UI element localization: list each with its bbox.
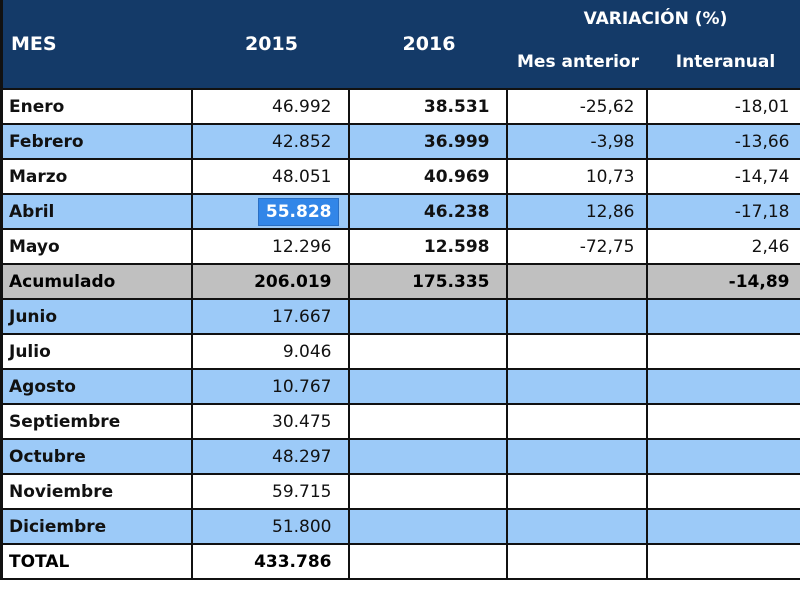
var-interanual-cell[interactable]: 2,46	[645, 228, 800, 265]
month-cell[interactable]: Junio	[0, 298, 193, 335]
value-2016-cell[interactable]	[347, 543, 508, 580]
header-variacion: VARIACIÓN (%)	[583, 9, 728, 29]
value-2016-cell[interactable]	[347, 438, 508, 475]
selected-cell-highlight[interactable]: 55.828	[257, 197, 339, 226]
value-2016-cell[interactable]	[347, 368, 508, 405]
value-2016-cell[interactable]: 12.598	[347, 228, 508, 265]
var-interanual-cell[interactable]: -17,18	[645, 193, 800, 230]
var-interanual-cell[interactable]	[645, 403, 800, 440]
var-mes-anterior-cell[interactable]: -72,75	[505, 228, 648, 265]
month-cell[interactable]: Agosto	[0, 368, 193, 405]
value-2016-cell[interactable]	[347, 508, 508, 545]
table-row-enero: Enero 46.992 38.531 -25,62 -18,01	[0, 88, 800, 125]
value-2016-cell[interactable]	[347, 473, 508, 510]
var-mes-anterior-cell[interactable]: -25,62	[505, 88, 648, 125]
value-2016-cell[interactable]	[347, 298, 508, 335]
value-2015-cell[interactable]: 48.051	[190, 158, 350, 195]
table-row-agosto: Agosto 10.767	[0, 368, 800, 405]
var-mes-anterior-cell[interactable]	[505, 298, 648, 335]
var-mes-anterior-cell[interactable]	[505, 543, 648, 580]
month-cell[interactable]: Diciembre	[0, 508, 193, 545]
month-cell[interactable]: Julio	[0, 333, 193, 370]
value-2016-cell[interactable]	[347, 403, 508, 440]
value-2015-cell[interactable]: 433.786	[190, 543, 350, 580]
value-2015-cell[interactable]: 51.800	[190, 508, 350, 545]
table-header: MES 2015 2016 VARIACIÓN (%) Mes anterior…	[0, 0, 800, 88]
table-row-febrero: Febrero 42.852 36.999 -3,98 -13,66	[0, 123, 800, 160]
value-2015-cell[interactable]: 30.475	[190, 403, 350, 440]
table-row-total: TOTAL 433.786	[0, 543, 800, 580]
var-mes-anterior-cell[interactable]	[505, 333, 648, 370]
var-interanual-cell[interactable]	[645, 508, 800, 545]
var-interanual-cell[interactable]	[645, 298, 800, 335]
header-2016: 2016	[402, 33, 456, 55]
value-2016-cell[interactable]: 36.999	[347, 123, 508, 160]
var-interanual-cell[interactable]: -13,66	[645, 123, 800, 160]
var-mes-anterior-cell[interactable]	[505, 368, 648, 405]
table-row-noviembre: Noviembre 59.715	[0, 473, 800, 510]
header-2015: 2015	[245, 33, 298, 55]
var-mes-anterior-cell[interactable]: 10,73	[505, 158, 648, 195]
month-cell[interactable]: Septiembre	[0, 403, 193, 440]
month-cell[interactable]: Mayo	[0, 228, 193, 265]
value-2015-cell[interactable]: 46.992	[190, 88, 350, 125]
table-row-diciembre: Diciembre 51.800	[0, 508, 800, 545]
value-2015-cell[interactable]: 17.667	[190, 298, 350, 335]
value-2016-cell[interactable]: 175.335	[347, 263, 508, 300]
table-row-septiembre: Septiembre 30.475	[0, 403, 800, 440]
var-mes-anterior-cell[interactable]	[505, 403, 648, 440]
value-2016-cell[interactable]: 38.531	[347, 88, 508, 125]
var-interanual-cell[interactable]	[645, 333, 800, 370]
var-interanual-cell[interactable]	[645, 368, 800, 405]
var-mes-anterior-cell[interactable]	[505, 263, 648, 300]
value-2015-cell[interactable]: 9.046	[190, 333, 350, 370]
table-row-abril: Abril 55.828 46.238 12,86 -17,18	[0, 193, 800, 230]
var-interanual-cell[interactable]	[645, 543, 800, 580]
var-interanual-cell[interactable]: -14,74	[645, 158, 800, 195]
value-2015-cell[interactable]: 206.019	[190, 263, 350, 300]
var-interanual-cell[interactable]: -18,01	[645, 88, 800, 125]
value-2015-cell[interactable]: 10.767	[190, 368, 350, 405]
table-row-acumulado: Acumulado 206.019 175.335 -14,89	[0, 263, 800, 300]
total-label-cell[interactable]: TOTAL	[0, 543, 193, 580]
table-row-julio: Julio 9.046	[0, 333, 800, 370]
value-2015-cell-selected[interactable]: 55.828	[190, 193, 350, 230]
var-interanual-cell[interactable]	[645, 438, 800, 475]
summary-label-cell[interactable]: Acumulado	[0, 263, 193, 300]
month-cell[interactable]: Noviembre	[0, 473, 193, 510]
value-2016-cell[interactable]	[347, 333, 508, 370]
header-mes-anterior: Mes anterior	[517, 52, 639, 72]
data-grid: Enero 46.992 38.531 -25,62 -18,01 Febrer…	[0, 88, 800, 580]
table-row-junio: Junio 17.667	[0, 298, 800, 335]
var-mes-anterior-cell[interactable]	[505, 508, 648, 545]
month-cell[interactable]: Octubre	[0, 438, 193, 475]
month-cell[interactable]: Marzo	[0, 158, 193, 195]
table-row-marzo: Marzo 48.051 40.969 10,73 -14,74	[0, 158, 800, 195]
var-interanual-cell[interactable]: -14,89	[645, 263, 800, 300]
table-row-mayo: Mayo 12.296 12.598 -72,75 2,46	[0, 228, 800, 265]
month-cell[interactable]: Febrero	[0, 123, 193, 160]
var-interanual-cell[interactable]	[645, 473, 800, 510]
var-mes-anterior-cell[interactable]: -3,98	[505, 123, 648, 160]
value-2015-cell[interactable]: 12.296	[190, 228, 350, 265]
header-interanual: Interanual	[675, 52, 776, 72]
var-mes-anterior-cell[interactable]: 12,86	[505, 193, 648, 230]
table-row-octubre: Octubre 48.297	[0, 438, 800, 475]
value-2016-cell[interactable]: 46.238	[347, 193, 508, 230]
month-cell[interactable]: Abril	[0, 193, 193, 230]
header-mes: MES	[11, 33, 57, 55]
month-cell[interactable]: Enero	[0, 88, 193, 125]
value-2016-cell[interactable]: 40.969	[347, 158, 508, 195]
value-2015-cell[interactable]: 48.297	[190, 438, 350, 475]
value-2015-cell[interactable]: 42.852	[190, 123, 350, 160]
var-mes-anterior-cell[interactable]	[505, 438, 648, 475]
var-mes-anterior-cell[interactable]	[505, 473, 648, 510]
value-2015-cell[interactable]: 59.715	[190, 473, 350, 510]
